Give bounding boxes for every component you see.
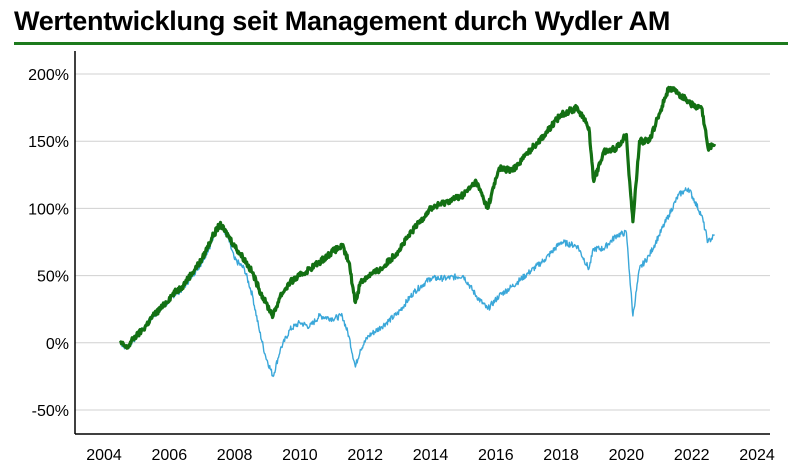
x-tick-label: 2006 bbox=[152, 447, 188, 464]
x-tick-label: 2004 bbox=[86, 447, 122, 464]
y-tick-label: 50% bbox=[37, 269, 69, 286]
x-tick-label: 2022 bbox=[674, 447, 710, 464]
y-tick-label: 100% bbox=[28, 201, 69, 218]
chart-gridlines bbox=[75, 73, 770, 411]
x-tick-label: 2018 bbox=[543, 447, 579, 464]
page-title: Wertentwicklung seit Management durch Wy… bbox=[14, 6, 671, 36]
chart-series bbox=[118, 85, 717, 378]
x-tick-label: 2024 bbox=[739, 447, 775, 464]
x-tick-label: 2008 bbox=[217, 447, 253, 464]
x-tick-label: 2010 bbox=[282, 447, 318, 464]
y-tick-label: 0% bbox=[46, 336, 69, 353]
y-tick-label: -50% bbox=[32, 403, 69, 420]
x-tick-label: 2012 bbox=[347, 447, 383, 464]
x-tick-label: 2016 bbox=[478, 447, 514, 464]
x-tick-label: 2014 bbox=[413, 447, 449, 464]
y-tick-label: 150% bbox=[28, 134, 69, 151]
title-underline bbox=[14, 42, 788, 45]
series-line-fund bbox=[118, 85, 717, 350]
chart-axes bbox=[74, 51, 770, 435]
x-tick-label: 2020 bbox=[609, 447, 645, 464]
series-line-benchmark bbox=[119, 187, 715, 378]
x-tick-labels: 2004 2006 2008 2010 2012 2014 2016 2018 2020 2022… bbox=[86, 447, 775, 464]
y-tick-label: 200% bbox=[28, 67, 69, 84]
y-tick-labels: 200% 150% 100% 50% 0% -50% bbox=[28, 67, 69, 420]
